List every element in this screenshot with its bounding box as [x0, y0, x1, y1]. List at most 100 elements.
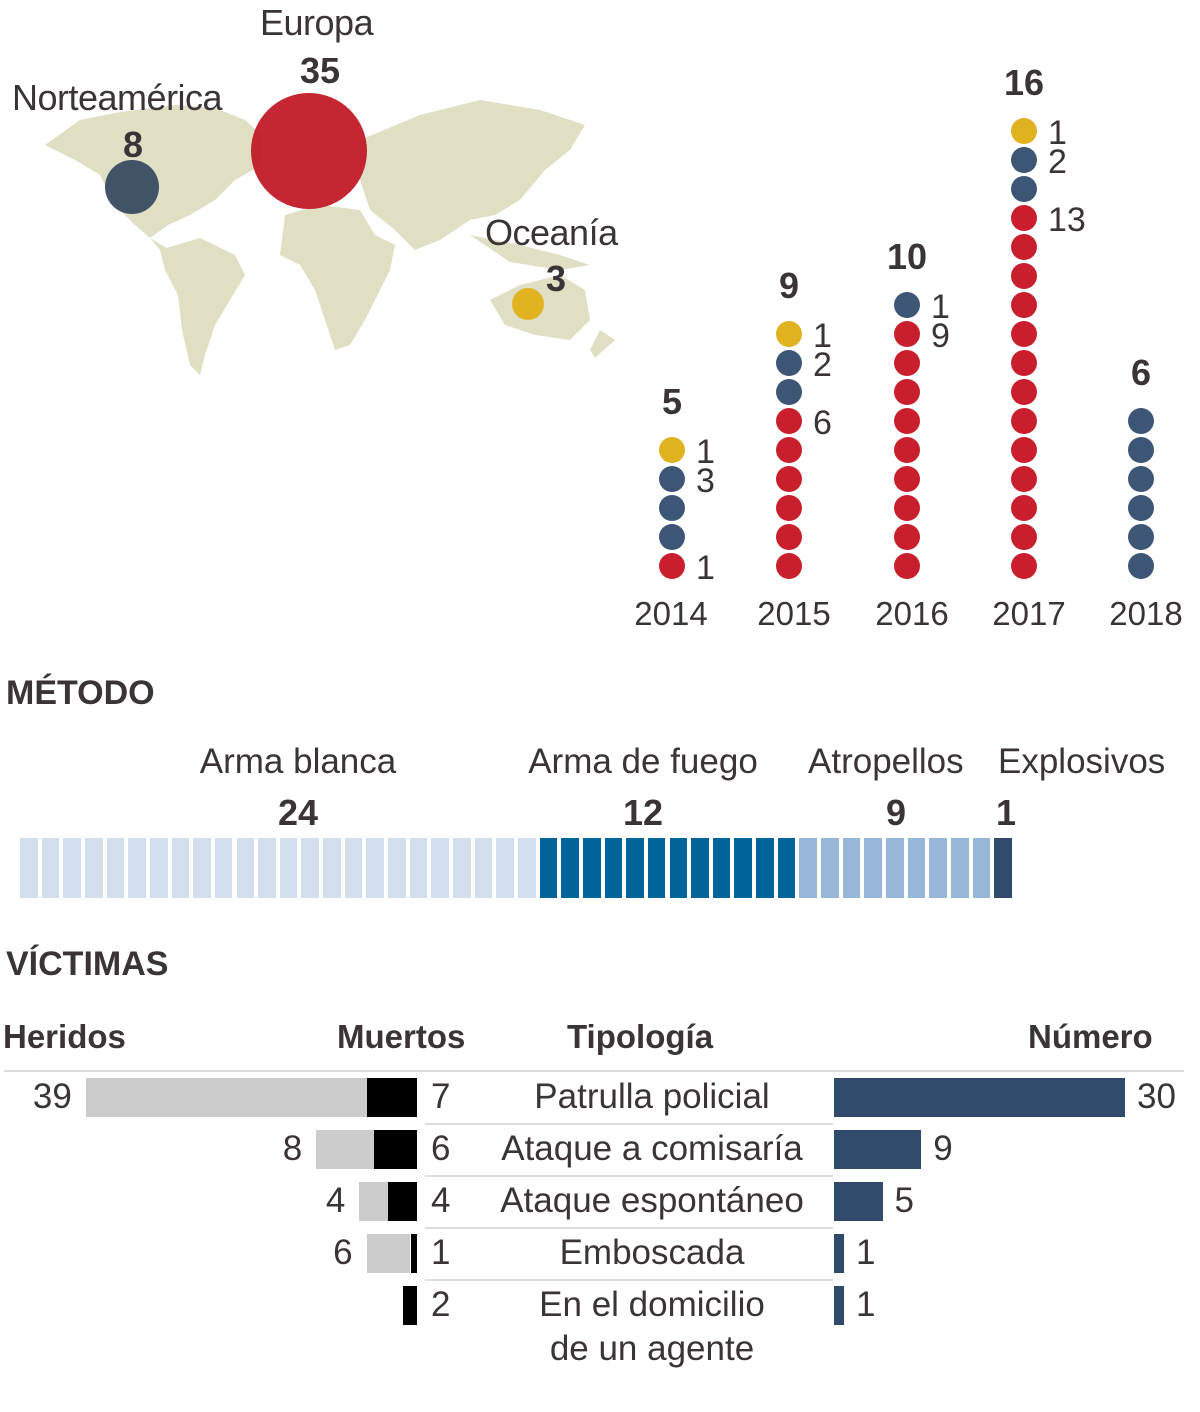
method-segment	[539, 838, 558, 898]
dot-red	[894, 350, 920, 376]
method-segment	[907, 838, 926, 898]
dot-red	[894, 379, 920, 405]
method-value: 12	[622, 792, 664, 833]
method-segment	[777, 838, 796, 898]
method-segment	[193, 838, 211, 898]
method-segment	[842, 838, 861, 898]
method-label: Arma blanca	[199, 742, 397, 781]
heridos-value: 6	[333, 1233, 353, 1272]
section-title-metodo: MÉTODO	[6, 674, 155, 712]
heridos-bar	[359, 1182, 389, 1221]
heridos-value: 39	[32, 1077, 72, 1116]
series-count-label: 1	[1048, 114, 1067, 152]
series-count-label: 1	[813, 317, 832, 355]
dot-red	[894, 466, 920, 492]
dot-blue	[1128, 408, 1154, 434]
method-segment	[106, 838, 125, 898]
method-segment	[453, 838, 471, 898]
method-segment	[258, 838, 276, 898]
dot-red	[776, 495, 802, 521]
dot-red	[1011, 321, 1037, 347]
dot-blue	[1128, 437, 1154, 463]
muertos-bar	[403, 1286, 417, 1325]
series-count-label: 2	[1048, 143, 1067, 181]
region-label-europa: Europa	[260, 2, 374, 43]
dot-red	[1011, 292, 1037, 318]
muertos-value: 2	[431, 1285, 451, 1324]
method-segment	[950, 838, 969, 898]
method-segment	[344, 838, 363, 898]
dot-red	[776, 553, 802, 579]
dot-blue	[776, 350, 802, 376]
muertos-value: 7	[431, 1077, 451, 1116]
dot-red	[1011, 408, 1037, 434]
method-segment	[691, 838, 709, 898]
muertos-bar	[388, 1182, 417, 1221]
method-segment	[171, 838, 190, 898]
muertos-bar	[411, 1234, 417, 1273]
year-tick-label: 2016	[875, 595, 948, 632]
header-muertos: Muertos	[337, 1018, 466, 1055]
dot-yellow	[659, 437, 685, 463]
dot-red	[894, 321, 920, 347]
muertos-value: 4	[431, 1181, 451, 1220]
muertos-value: 6	[431, 1129, 451, 1168]
norteamerica-bubble	[105, 160, 159, 214]
method-segment	[626, 838, 644, 898]
method-segment	[647, 838, 666, 898]
dot-red	[776, 437, 802, 463]
header-tipologia: Tipología	[567, 1018, 714, 1055]
row-divider	[425, 1175, 833, 1177]
numero-value: 1	[856, 1285, 876, 1324]
method-label: Explosivos	[998, 742, 1166, 781]
method-segment	[929, 838, 947, 898]
dot-red	[1011, 524, 1037, 550]
dot-red	[894, 495, 920, 521]
method-segment	[561, 838, 579, 898]
year-total-label: 16	[1004, 62, 1044, 103]
tipologia-label: Emboscada	[559, 1233, 745, 1272]
dot-blue	[894, 292, 920, 318]
numero-value: 1	[856, 1233, 876, 1272]
numero-bar	[834, 1286, 844, 1325]
series-count-label: 1	[696, 549, 715, 587]
dot-red	[894, 524, 920, 550]
tipologia-label: Ataque espontáneo	[500, 1181, 804, 1220]
heridos-value: 4	[325, 1181, 346, 1220]
muertos-bar	[366, 1078, 417, 1117]
dot-red	[659, 553, 685, 579]
europa-bubble	[251, 93, 367, 209]
method-segment	[388, 838, 406, 898]
method-segment	[301, 838, 320, 898]
land-masses	[45, 100, 615, 375]
dot-blue	[1128, 524, 1154, 550]
series-count-label: 9	[931, 317, 950, 355]
method-segment	[821, 838, 839, 898]
series-count-label: 1	[931, 288, 950, 326]
row-divider	[425, 1227, 833, 1229]
dot-yellow	[776, 321, 802, 347]
year-total-label: 5	[662, 381, 682, 422]
tipologia-label: En el domicilio	[539, 1285, 765, 1324]
numero-value: 30	[1137, 1077, 1176, 1116]
dot-blue	[659, 495, 685, 521]
method-segment	[864, 838, 882, 898]
muertos-bar	[373, 1130, 417, 1169]
year-total-label: 6	[1131, 352, 1151, 393]
dot-blue	[1128, 553, 1154, 579]
row-divider	[425, 1123, 833, 1125]
year-total-label: 9	[779, 265, 799, 306]
numero-value: 5	[894, 1181, 914, 1220]
region-value-norteamerica: 8	[123, 124, 144, 165]
dot-blue	[1128, 495, 1154, 521]
year-tick-label: 2015	[757, 595, 830, 632]
dot-red	[1011, 553, 1037, 579]
row-divider	[425, 1279, 833, 1281]
method-chart: Arma blanca 24 Arma de fuego 12 Atropellos 9 E…	[0, 740, 1200, 910]
header-divider	[4, 1070, 1184, 1072]
dot-blue	[1011, 176, 1037, 202]
numero-bar	[834, 1130, 922, 1169]
method-segment	[756, 838, 774, 898]
heridos-bar	[85, 1078, 367, 1117]
